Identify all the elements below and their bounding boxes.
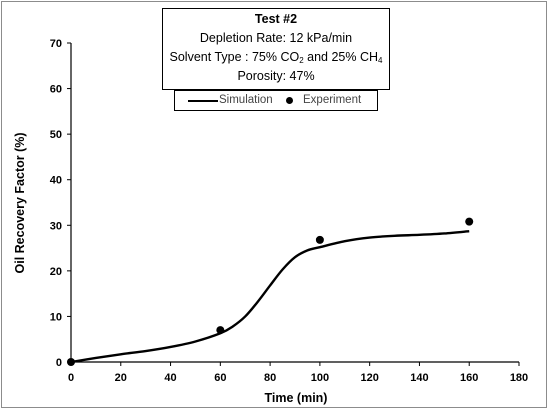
y-tick-label: 20 bbox=[50, 266, 62, 278]
test-title: Test #2 bbox=[254, 12, 298, 26]
x-tick-label: 80 bbox=[264, 372, 276, 384]
x-tick-label: 180 bbox=[510, 372, 528, 384]
legend-simulation-swatch bbox=[188, 100, 218, 102]
porosity: Porosity: 47% bbox=[237, 69, 315, 83]
chart-marks bbox=[67, 217, 474, 366]
x-tick-label: 0 bbox=[68, 372, 74, 384]
legend-experiment-swatch bbox=[286, 97, 293, 104]
x-tick-label: 140 bbox=[410, 372, 428, 384]
y-tick-label: 70 bbox=[50, 38, 62, 50]
legend: Simulation Experiment bbox=[174, 90, 378, 111]
experiment-point bbox=[216, 326, 225, 335]
x-tick-label: 60 bbox=[214, 372, 226, 384]
y-tick-label: 10 bbox=[50, 311, 62, 323]
experiment-point bbox=[465, 217, 474, 226]
x-tick-label: 40 bbox=[164, 372, 176, 384]
y-tick-label: 60 bbox=[50, 84, 62, 96]
axes: 0 20 40 60 80 100 120 140 160 180 0 10 20 30 40 50 60 70 bbox=[50, 38, 528, 384]
test-info-box: Test #2 Depletion Rate: 12 kPa/min Solve… bbox=[162, 8, 390, 90]
x-tick-label: 120 bbox=[360, 372, 378, 384]
y-axis-title: Oil Recovery Factor (%) bbox=[13, 132, 27, 273]
experiment-point bbox=[67, 358, 75, 366]
y-tick-label: 30 bbox=[50, 220, 62, 232]
legend-simulation-label: Simulation bbox=[219, 94, 273, 106]
depletion-rate: Depletion Rate: 12 kPa/min bbox=[199, 31, 353, 45]
experiment-point bbox=[315, 235, 324, 244]
x-tick-label: 160 bbox=[460, 372, 478, 384]
y-tick-label: 40 bbox=[50, 175, 62, 187]
x-tick-label: 100 bbox=[311, 372, 329, 384]
x-tick-label: 20 bbox=[115, 372, 127, 384]
y-tick-label: 0 bbox=[56, 357, 62, 369]
x-axis-title: Time (min) bbox=[265, 391, 328, 405]
simulation-line bbox=[70, 230, 470, 364]
solvent-type: Solvent Type : 75% CO2 and 25% CH4 bbox=[169, 50, 383, 65]
legend-experiment-label: Experiment bbox=[303, 94, 362, 106]
y-tick-label: 50 bbox=[50, 129, 62, 141]
